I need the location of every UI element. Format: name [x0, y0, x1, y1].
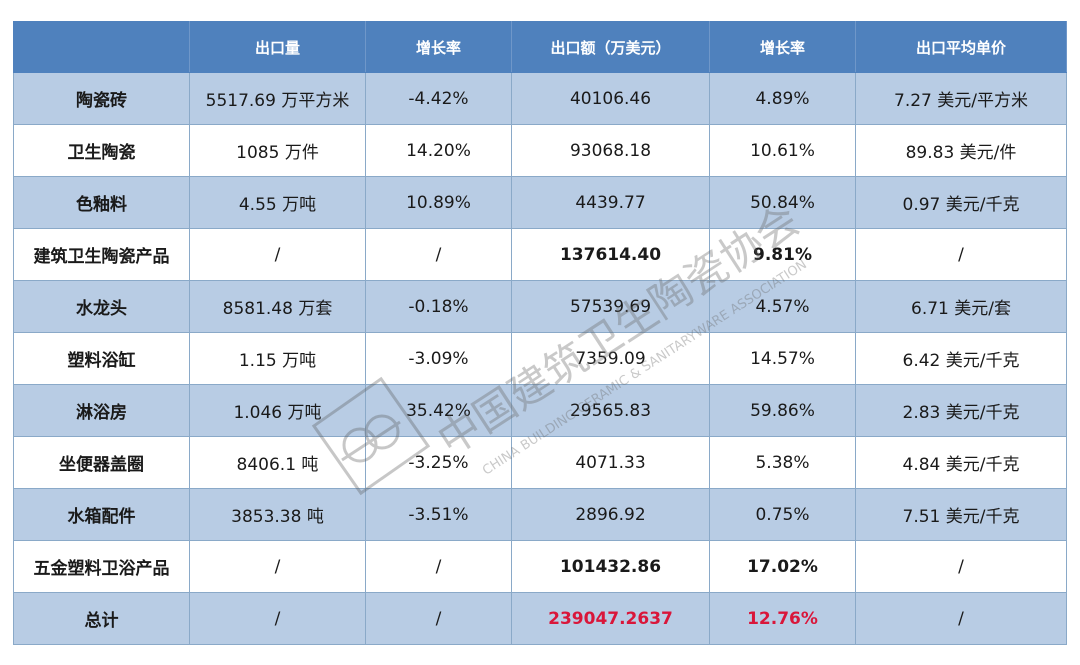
cell-volume: 8406.1 吨 [189, 436, 366, 489]
cell-amount-growth: 59.86% [709, 384, 856, 437]
export-table: 出口量 增长率 出口额（万美元） 增长率 出口平均单价 陶瓷砖 5517.69 … [13, 21, 1067, 645]
cell-avg-price: 89.83 美元/件 [855, 124, 1067, 177]
table-row: 色釉料 4.55 万吨 10.89% 4439.77 50.84% 0.97 美… [13, 176, 1067, 229]
cell-amount: 7359.09 [511, 332, 710, 385]
cell-avg-price: / [855, 592, 1067, 645]
row-name: 水箱配件 [13, 488, 190, 541]
cell-volume: / [189, 540, 366, 593]
cell-amount-growth: 4.89% [709, 72, 856, 125]
cell-volume-growth: / [365, 540, 512, 593]
cell-amount: 4439.77 [511, 176, 710, 229]
cell-volume: 5517.69 万平方米 [189, 72, 366, 125]
header-cell-amount: 出口额（万美元） [511, 21, 710, 73]
cell-volume-growth: -4.42% [365, 72, 512, 125]
cell-volume-growth: 10.89% [365, 176, 512, 229]
cell-volume-growth: -3.09% [365, 332, 512, 385]
table-row: 淋浴房 1.046 万吨 35.42% 29565.83 59.86% 2.83… [13, 384, 1067, 437]
cell-amount-growth: 50.84% [709, 176, 856, 229]
cell-volume: / [189, 228, 366, 281]
row-name: 淋浴房 [13, 384, 190, 437]
table-row: 塑料浴缸 1.15 万吨 -3.09% 7359.09 14.57% 6.42 … [13, 332, 1067, 385]
cell-volume-growth: / [365, 592, 512, 645]
row-name: 坐便器盖圈 [13, 436, 190, 489]
table-row-subtotal: 五金塑料卫浴产品 / / 101432.86 17.02% / [13, 540, 1067, 593]
cell-amount: 2896.92 [511, 488, 710, 541]
table-row: 卫生陶瓷 1085 万件 14.20% 93068.18 10.61% 89.8… [13, 124, 1067, 177]
cell-amount-growth: 14.57% [709, 332, 856, 385]
cell-volume: 8581.48 万套 [189, 280, 366, 333]
row-name: 卫生陶瓷 [13, 124, 190, 177]
cell-amount: 137614.40 [511, 228, 710, 281]
cell-amount: 239047.2637 [511, 592, 710, 645]
cell-volume-growth: 14.20% [365, 124, 512, 177]
cell-avg-price: 0.97 美元/千克 [855, 176, 1067, 229]
cell-volume: 4.55 万吨 [189, 176, 366, 229]
cell-volume-growth: / [365, 228, 512, 281]
table-row: 水龙头 8581.48 万套 -0.18% 57539.69 4.57% 6.7… [13, 280, 1067, 333]
cell-amount-growth: 12.76% [709, 592, 856, 645]
cell-amount: 57539.69 [511, 280, 710, 333]
cell-volume-growth: -3.51% [365, 488, 512, 541]
table-row: 陶瓷砖 5517.69 万平方米 -4.42% 40106.46 4.89% 7… [13, 72, 1067, 125]
cell-avg-price: 7.27 美元/平方米 [855, 72, 1067, 125]
cell-volume: 1085 万件 [189, 124, 366, 177]
row-name: 建筑卫生陶瓷产品 [13, 228, 190, 281]
cell-amount-growth: 0.75% [709, 488, 856, 541]
cell-amount-growth: 10.61% [709, 124, 856, 177]
cell-amount: 4071.33 [511, 436, 710, 489]
table-row-subtotal: 建筑卫生陶瓷产品 / / 137614.40 9.81% / [13, 228, 1067, 281]
export-table-container: 出口量 增长率 出口额（万美元） 增长率 出口平均单价 陶瓷砖 5517.69 … [13, 21, 1067, 645]
header-cell-avg-price: 出口平均单价 [855, 21, 1067, 73]
cell-amount: 101432.86 [511, 540, 710, 593]
table-row: 坐便器盖圈 8406.1 吨 -3.25% 4071.33 5.38% 4.84… [13, 436, 1067, 489]
cell-avg-price: 4.84 美元/千克 [855, 436, 1067, 489]
cell-amount-growth: 4.57% [709, 280, 856, 333]
cell-volume: 1.046 万吨 [189, 384, 366, 437]
cell-volume-growth: -3.25% [365, 436, 512, 489]
cell-avg-price: 6.42 美元/千克 [855, 332, 1067, 385]
row-name: 陶瓷砖 [13, 72, 190, 125]
row-name: 塑料浴缸 [13, 332, 190, 385]
cell-amount-growth: 17.02% [709, 540, 856, 593]
cell-amount: 29565.83 [511, 384, 710, 437]
cell-avg-price: / [855, 228, 1067, 281]
cell-avg-price: / [855, 540, 1067, 593]
row-name: 水龙头 [13, 280, 190, 333]
header-row: 出口量 增长率 出口额（万美元） 增长率 出口平均单价 [13, 21, 1067, 73]
cell-amount-growth: 9.81% [709, 228, 856, 281]
cell-volume: 3853.38 吨 [189, 488, 366, 541]
cell-amount: 93068.18 [511, 124, 710, 177]
cell-avg-price: 7.51 美元/千克 [855, 488, 1067, 541]
header-cell-volume: 出口量 [189, 21, 366, 73]
header-cell-volume-growth: 增长率 [365, 21, 512, 73]
cell-volume-growth: -0.18% [365, 280, 512, 333]
cell-volume: 1.15 万吨 [189, 332, 366, 385]
cell-avg-price: 6.71 美元/套 [855, 280, 1067, 333]
cell-volume: / [189, 592, 366, 645]
cell-amount: 40106.46 [511, 72, 710, 125]
table-row-total: 总计 / / 239047.2637 12.76% / [13, 592, 1067, 645]
header-cell-category [13, 21, 190, 73]
row-name: 总计 [13, 592, 190, 645]
cell-avg-price: 2.83 美元/千克 [855, 384, 1067, 437]
table-row: 水箱配件 3853.38 吨 -3.51% 2896.92 0.75% 7.51… [13, 488, 1067, 541]
header-cell-amount-growth: 增长率 [709, 21, 856, 73]
cell-amount-growth: 5.38% [709, 436, 856, 489]
row-name: 色釉料 [13, 176, 190, 229]
row-name: 五金塑料卫浴产品 [13, 540, 190, 593]
cell-volume-growth: 35.42% [365, 384, 512, 437]
